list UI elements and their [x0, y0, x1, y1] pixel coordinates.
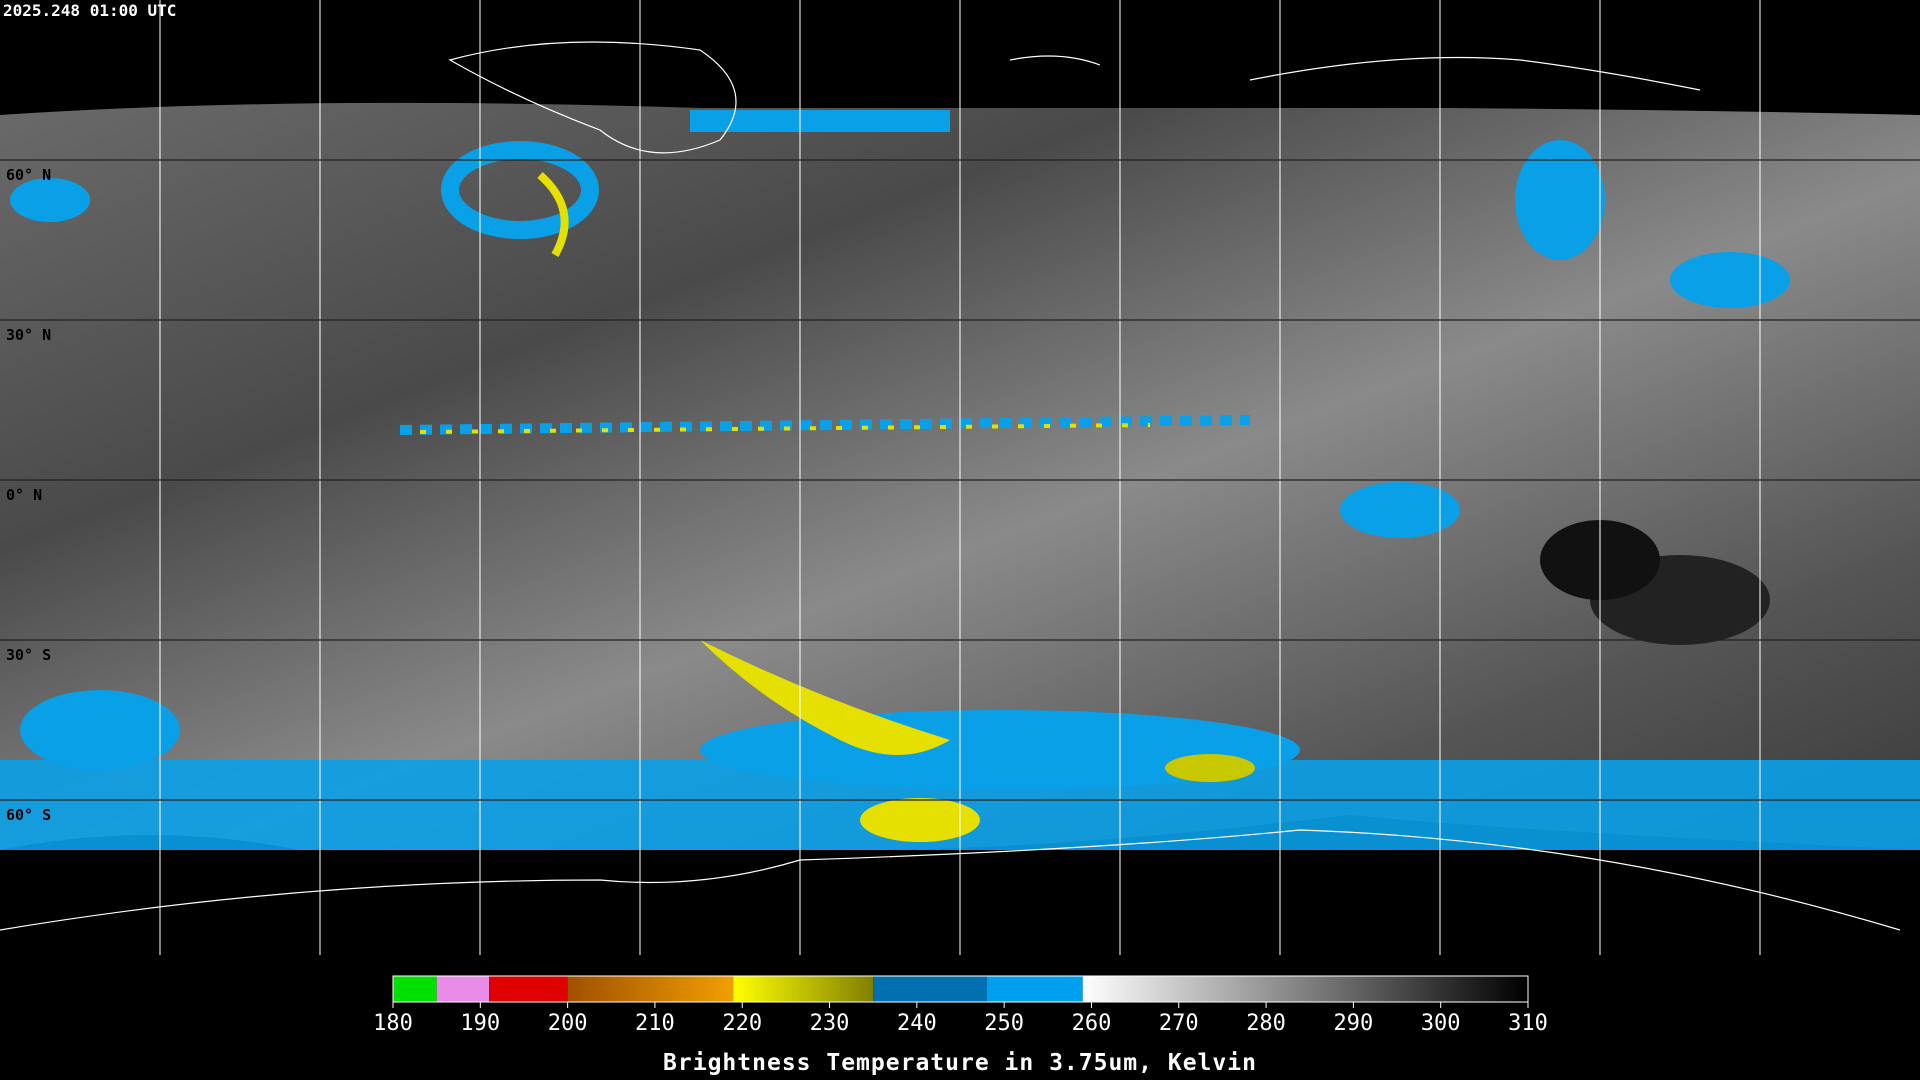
colorbar-tick-label: 220 — [722, 1011, 762, 1036]
latitude-label: 60° S — [6, 806, 51, 824]
colorbar-tick-label: 240 — [897, 1011, 937, 1036]
colorbar-segment — [873, 976, 987, 1002]
colorbar-tick-label: 210 — [635, 1011, 675, 1036]
colorbar-tick-label: 200 — [548, 1011, 588, 1036]
latitude-label: 30° S — [6, 646, 51, 664]
latitude-label: 30° N — [6, 326, 51, 344]
colorbar-segment — [489, 976, 568, 1002]
colorbar-frame — [392, 975, 1529, 1003]
colorbar-segment — [1082, 976, 1528, 1002]
latitude-label: 60° N — [6, 166, 51, 184]
colorbar-tick-label: 290 — [1334, 1011, 1374, 1036]
colorbar-tick-label: 260 — [1072, 1011, 1112, 1036]
colorbar: 180 190 200 210 220 230 240 250 260 270 280 290 300 3… — [373, 975, 1548, 1036]
colorbar-segment — [733, 976, 874, 1002]
colorbar-tick-label: 300 — [1421, 1011, 1461, 1036]
colorbar-title: Brightness Temperature in 3.75um, Kelvin — [663, 1050, 1257, 1076]
colorbar-tick-label: 280 — [1246, 1011, 1286, 1036]
colorbar-tick-label: 190 — [460, 1011, 500, 1036]
colorbar-segment — [567, 976, 734, 1002]
colorbar-segment — [986, 976, 1083, 1002]
colorbar-tick-label: 270 — [1159, 1011, 1199, 1036]
colorbar-tick-label: 230 — [810, 1011, 850, 1036]
graticule — [0, 0, 1920, 955]
timestamp: 2025.248 01:00 UTC — [3, 1, 176, 20]
coastlines — [0, 41, 1901, 931]
latitude-labels: 60° N 30° N 0° N 30° S 60° S — [6, 166, 51, 824]
colorbar-segment — [436, 976, 490, 1002]
colorbar-segment — [393, 976, 437, 1002]
colorbar-tick-label: 180 — [373, 1011, 413, 1036]
colorbar-tick-label: 310 — [1508, 1011, 1548, 1036]
colorbar-tick-label: 250 — [984, 1011, 1024, 1036]
latitude-label: 0° N — [6, 486, 42, 504]
